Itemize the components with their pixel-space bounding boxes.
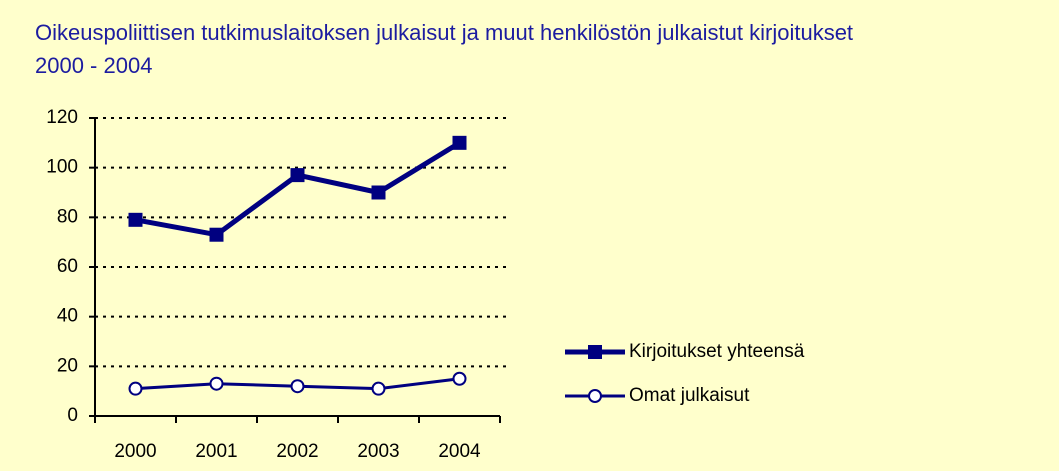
data-point [290,379,305,394]
data-point [452,135,467,150]
y-tick-label: 20 [57,355,78,376]
y-tick-label: 40 [57,306,78,327]
series-line [135,140,461,238]
chart-title: Oikeuspoliittisen tutkimuslaitoksen julk… [35,20,854,78]
legend-marker [588,389,602,403]
legend-label: Omat julkaisut [629,385,750,406]
y-tick-label: 80 [57,206,78,227]
data-point [371,185,386,200]
data-point [371,381,386,396]
x-tick-label: 2001 [195,441,237,462]
data-point [209,227,224,242]
x-tick-label: 2002 [276,441,318,462]
y-tick-label: 100 [46,157,78,178]
x-tick-label: 2003 [357,441,399,462]
legend-label: Kirjoitukset yhteensä [629,341,805,362]
data-point [290,168,305,183]
data-point [128,381,143,396]
x-tick-label: 2004 [438,441,481,462]
legend-marker [588,345,602,359]
data-point [128,212,143,227]
data-point [209,376,224,391]
y-tick-label: 0 [67,405,78,426]
x-tick-label: 2000 [114,441,156,462]
data-point [452,371,467,386]
y-tick-label: 120 [46,107,78,128]
y-tick-label: 60 [57,256,78,277]
